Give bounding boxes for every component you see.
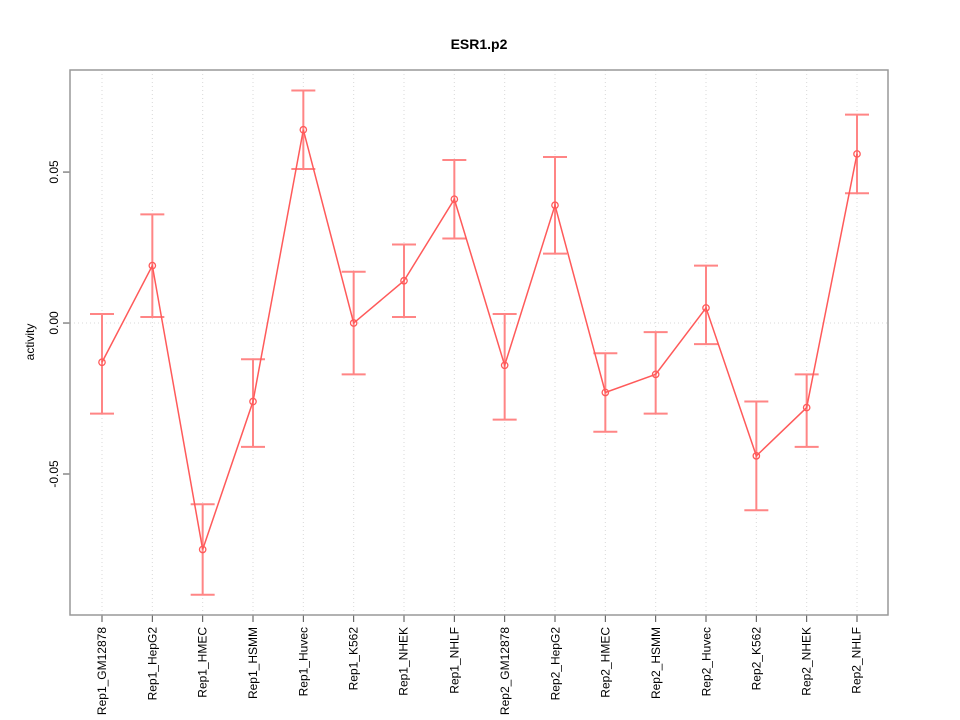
data-point bbox=[299, 125, 308, 134]
x-tick-label: Rep2_HSMM bbox=[648, 627, 663, 700]
data-point bbox=[651, 370, 660, 379]
x-tick-label: Rep1_HepG2 bbox=[145, 627, 160, 701]
x-tick-label: Rep2_K562 bbox=[749, 627, 764, 691]
data-point bbox=[450, 195, 459, 204]
data-point bbox=[249, 397, 257, 406]
x-tick-label: Rep1_NHEK bbox=[397, 627, 411, 696]
plot-box-border bbox=[69, 69, 889, 616]
x-tick-label: Rep1_K562 bbox=[346, 627, 361, 691]
chart-title: ESR1.p2 bbox=[450, 36, 508, 52]
y-axis-label: activity bbox=[23, 323, 37, 361]
x-tick-label: Rep1_NHLF bbox=[447, 627, 462, 694]
data-point bbox=[198, 545, 207, 554]
data-point bbox=[500, 361, 509, 370]
x-tick-label: Rep2_HepG2 bbox=[548, 627, 562, 701]
x-tick-label: Rep1_HSMM bbox=[246, 627, 260, 700]
y-tick-label: -0.05 bbox=[47, 460, 61, 488]
data-point bbox=[802, 403, 811, 412]
x-tick-label: Rep2_HMEC bbox=[598, 627, 613, 698]
y-tick-label: 0.00 bbox=[47, 311, 61, 335]
x-tick-label: Rep2_NHLF bbox=[850, 627, 864, 694]
y-tick-label: 0.05 bbox=[47, 160, 61, 184]
x-tick-label: Rep1_GM12878 bbox=[95, 627, 109, 716]
x-tick-label: Rep2_Huvec bbox=[699, 627, 713, 697]
data-point bbox=[601, 388, 610, 397]
data-point bbox=[98, 358, 106, 367]
x-tick-label: Rep1_HMEC bbox=[195, 627, 210, 698]
data-point bbox=[148, 261, 157, 270]
x-tick-label: Rep2_NHEK bbox=[799, 627, 814, 696]
data-point bbox=[400, 276, 408, 285]
data-point bbox=[551, 201, 559, 210]
x-tick-label: Rep2_GM12878 bbox=[497, 627, 512, 716]
data-point bbox=[349, 319, 358, 327]
series-line bbox=[101, 129, 858, 550]
data-point bbox=[752, 452, 761, 460]
x-tick-label: Rep1_Huvec bbox=[296, 627, 311, 697]
data-point bbox=[853, 150, 861, 158]
data-point bbox=[702, 304, 710, 312]
